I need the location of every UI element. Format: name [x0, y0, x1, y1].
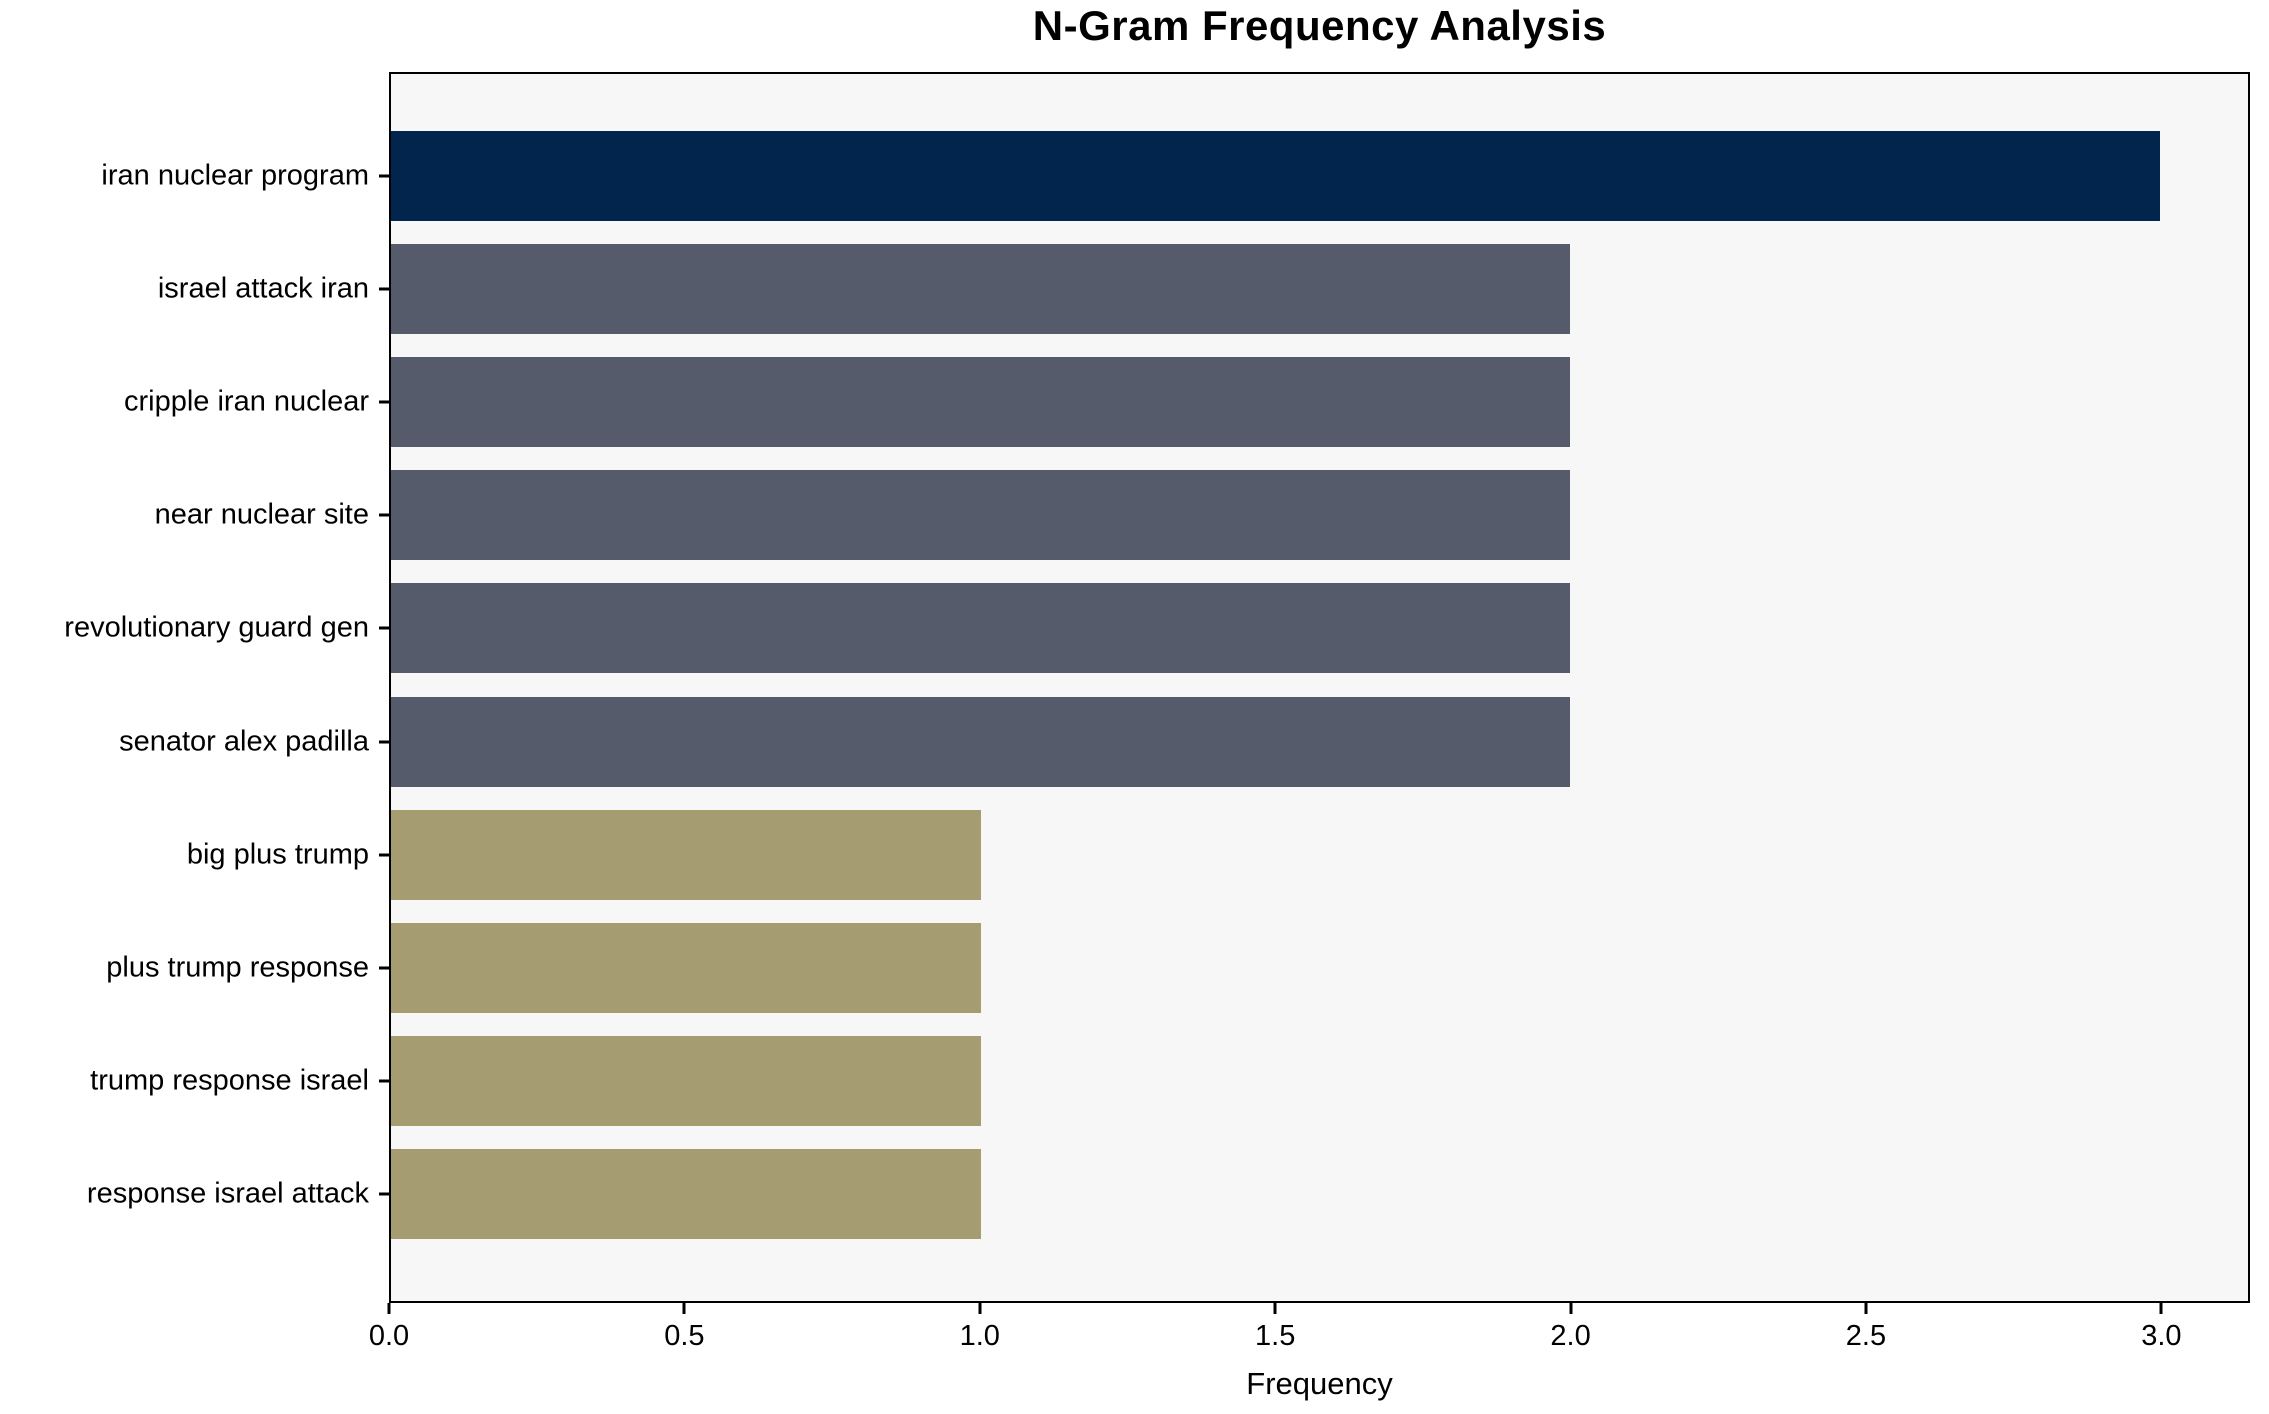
x-tick-mark [682, 1303, 686, 1314]
y-tick-mark [379, 740, 389, 744]
bar-row: big plus trump [187, 798, 2248, 911]
bar-row: response israel attack [87, 1138, 2248, 1251]
y-tick-mark [379, 287, 389, 291]
bar [391, 470, 1571, 561]
bar [391, 696, 1571, 787]
bar [391, 923, 981, 1014]
x-axis-label: Frequency [1246, 1366, 1393, 1401]
bar-row: senator alex padilla [119, 685, 2248, 798]
y-tick-label: response israel attack [86, 1177, 369, 1210]
x-tick-mark [2159, 1303, 2163, 1314]
y-tick-mark [379, 1192, 389, 1196]
x-tick-mark [1273, 1303, 1277, 1314]
bar [391, 130, 2160, 221]
bar-row: near nuclear site [155, 459, 2248, 572]
bar-row: israel attack iran [158, 232, 2248, 345]
bar [391, 243, 1571, 334]
bar [391, 1149, 981, 1240]
bar [391, 1036, 981, 1127]
y-tick-mark [379, 626, 389, 630]
x-tick-label: 0.0 [368, 1320, 410, 1352]
x-tick-mark [387, 1303, 391, 1314]
x-tick-label: 2.0 [1550, 1320, 1591, 1352]
y-tick-label: israel attack iran [157, 272, 369, 305]
x-tick-label: 3.0 [2141, 1320, 2182, 1352]
y-tick-label: revolutionary guard gen [64, 611, 369, 644]
y-tick-mark [379, 513, 389, 517]
y-tick-mark [379, 966, 389, 970]
bar [391, 583, 1571, 674]
y-tick-label: cripple iran nuclear [123, 385, 369, 418]
y-tick-label: big plus trump [186, 838, 369, 871]
y-tick-label: senator alex padilla [119, 725, 369, 758]
x-tick-mark [1864, 1303, 1868, 1314]
y-tick-label: trump response israel [90, 1064, 369, 1097]
y-tick-mark [379, 1079, 389, 1083]
bar-row: trump response israel [90, 1025, 2248, 1138]
chart-title: N-Gram Frequency Analysis [1032, 2, 1607, 49]
y-tick-mark [379, 853, 389, 857]
bar-row: revolutionary guard gen [64, 572, 2248, 685]
y-tick-label: near nuclear site [154, 498, 369, 531]
y-tick-label: plus trump response [106, 951, 369, 984]
y-tick-label: iran nuclear program [101, 159, 369, 192]
bar [391, 357, 1571, 447]
bar-row: plus trump response [106, 911, 2248, 1024]
x-tick-mark [1569, 1303, 1573, 1314]
x-tick-label: 2.5 [1845, 1320, 1887, 1352]
x-tick-label: 0.5 [664, 1320, 705, 1352]
bar-row: iran nuclear program [101, 119, 2248, 232]
x-tick-label: 1.5 [1255, 1320, 1296, 1352]
y-tick-mark [379, 400, 389, 404]
bars-container: iran nuclear program israel attack iran cr… [64, 74, 2248, 1301]
bar-row: cripple iran nuclear [124, 345, 2248, 458]
plot-area: iran nuclear program israel attack iran cr… [64, 72, 2250, 1303]
x-tick-mark [978, 1303, 982, 1314]
y-tick-mark [379, 174, 389, 178]
x-tick-label: 1.0 [959, 1320, 1000, 1352]
bar [391, 809, 981, 900]
x-axis: 0.0 0.5 1.0 1.5 2.0 2.5 3.0 [369, 1303, 2250, 1363]
